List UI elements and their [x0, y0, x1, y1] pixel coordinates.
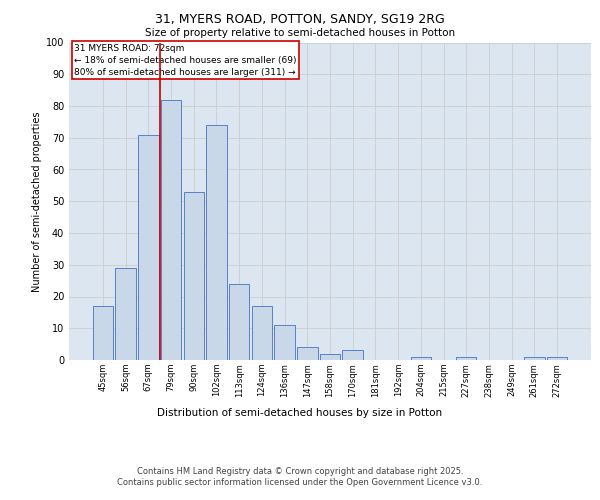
Bar: [251, 306, 272, 360]
Bar: [456, 357, 476, 360]
Bar: [343, 350, 363, 360]
Bar: [206, 125, 227, 360]
Bar: [320, 354, 340, 360]
Y-axis label: Number of semi-detached properties: Number of semi-detached properties: [32, 111, 41, 292]
Bar: [138, 134, 158, 360]
Bar: [184, 192, 204, 360]
Bar: [547, 357, 567, 360]
Bar: [161, 100, 181, 360]
Text: 31, MYERS ROAD, POTTON, SANDY, SG19 2RG: 31, MYERS ROAD, POTTON, SANDY, SG19 2RG: [155, 12, 445, 26]
Bar: [229, 284, 250, 360]
Bar: [297, 348, 317, 360]
Bar: [93, 306, 113, 360]
Bar: [410, 357, 431, 360]
Text: Size of property relative to semi-detached houses in Potton: Size of property relative to semi-detach…: [145, 28, 455, 38]
Text: Distribution of semi-detached houses by size in Potton: Distribution of semi-detached houses by …: [157, 408, 443, 418]
Text: Contains HM Land Registry data © Crown copyright and database right 2025.
Contai: Contains HM Land Registry data © Crown c…: [118, 468, 482, 487]
Bar: [274, 325, 295, 360]
Bar: [524, 357, 545, 360]
Text: 31 MYERS ROAD: 72sqm
← 18% of semi-detached houses are smaller (69)
80% of semi-: 31 MYERS ROAD: 72sqm ← 18% of semi-detac…: [74, 44, 297, 76]
Bar: [115, 268, 136, 360]
